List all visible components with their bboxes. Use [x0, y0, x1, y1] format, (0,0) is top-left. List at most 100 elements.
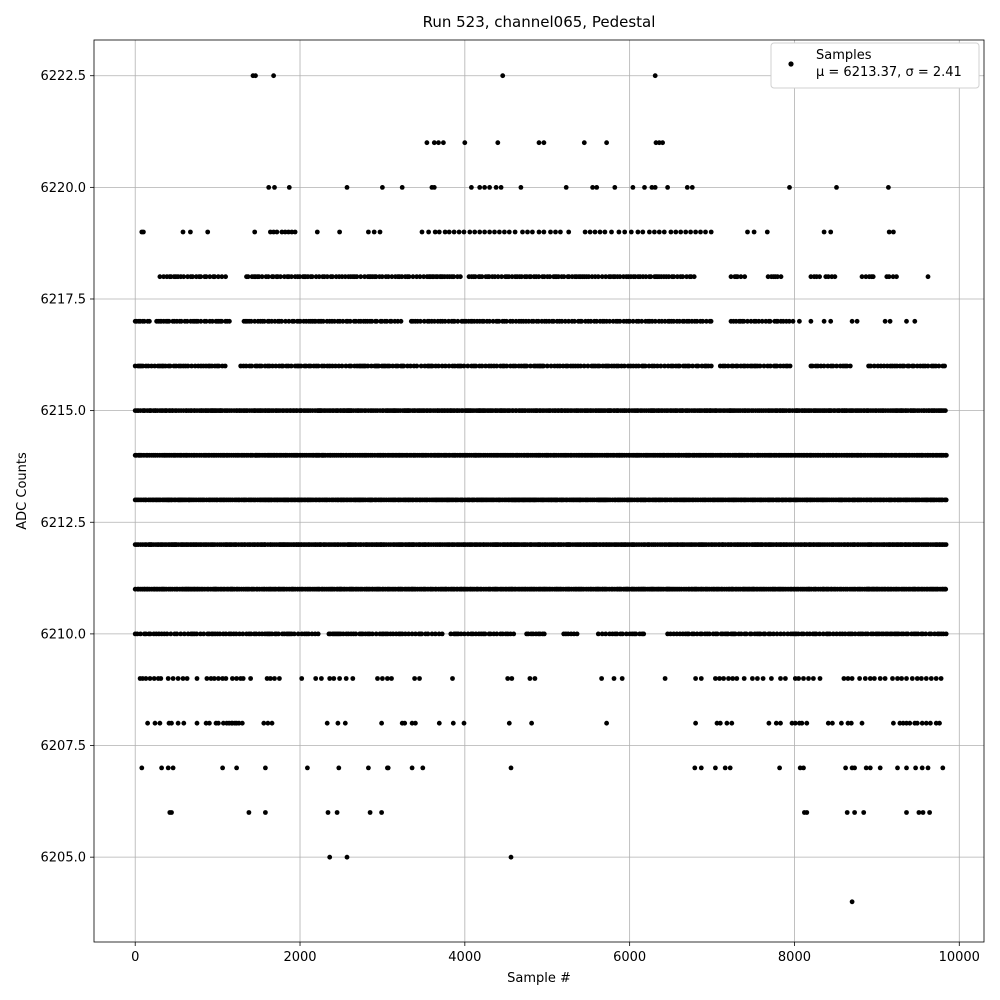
- y-tick-label: 6217.5: [41, 292, 87, 307]
- data-point: [680, 274, 686, 280]
- data-point: [305, 765, 310, 771]
- data-point: [656, 140, 662, 146]
- data-point: [436, 229, 442, 235]
- data-point: [432, 229, 438, 235]
- data-point: [198, 318, 204, 324]
- data-point: [886, 185, 891, 190]
- data-point: [337, 229, 342, 235]
- data-point: [665, 185, 670, 190]
- data-point: [761, 363, 767, 369]
- data-point: [586, 274, 592, 280]
- data-point: [925, 274, 931, 280]
- data-point: [928, 720, 933, 726]
- data-point: [848, 720, 854, 726]
- data-point: [277, 676, 282, 681]
- data-point: [607, 318, 612, 324]
- data-point: [817, 631, 822, 637]
- data-point: [673, 229, 679, 235]
- data-point: [919, 676, 924, 681]
- data-point: [265, 274, 271, 280]
- data-point: [891, 720, 896, 726]
- data-point: [845, 676, 851, 681]
- data-point: [649, 185, 655, 190]
- data-point: [581, 363, 587, 369]
- data-point: [845, 720, 851, 726]
- data-point: [379, 720, 384, 726]
- data-point: [748, 631, 754, 637]
- data-point: [271, 73, 276, 79]
- data-point: [741, 676, 747, 681]
- data-point: [844, 363, 850, 369]
- data-point: [660, 140, 665, 146]
- data-point: [490, 318, 496, 324]
- y-tick-label: 6207.5: [41, 739, 87, 754]
- data-point: [904, 765, 909, 771]
- data-point: [508, 854, 514, 860]
- data-point: [443, 363, 448, 369]
- x-tick-label: 4000: [448, 950, 481, 965]
- data-point: [944, 452, 949, 458]
- data-point: [207, 720, 212, 726]
- data-point: [442, 229, 448, 235]
- data-point: [220, 676, 226, 681]
- data-point: [775, 274, 780, 280]
- data-point: [487, 185, 492, 190]
- data-point: [337, 676, 342, 681]
- data-point: [409, 720, 415, 726]
- data-point: [792, 720, 798, 726]
- data-point: [205, 229, 211, 235]
- data-point: [904, 318, 909, 324]
- data-point: [804, 720, 810, 726]
- data-point: [813, 631, 819, 637]
- data-point: [913, 765, 918, 771]
- data-point: [462, 631, 467, 637]
- data-point: [175, 676, 181, 681]
- data-point: [923, 720, 929, 726]
- data-point: [914, 720, 920, 726]
- data-point: [647, 229, 652, 235]
- data-point: [635, 229, 641, 235]
- data-point: [510, 318, 516, 324]
- data-point: [420, 765, 426, 771]
- data-point: [830, 631, 836, 637]
- data-point: [690, 363, 695, 369]
- data-point: [887, 318, 893, 324]
- data-point: [458, 631, 464, 637]
- data-point: [431, 185, 437, 190]
- data-point: [347, 318, 353, 324]
- data-point: [743, 631, 749, 637]
- data-point: [919, 720, 925, 726]
- data-point: [418, 363, 424, 369]
- data-point: [493, 185, 499, 190]
- data-point: [895, 676, 900, 681]
- data-point: [315, 631, 321, 637]
- data-point: [451, 229, 457, 235]
- data-point: [867, 676, 873, 681]
- data-point: [402, 720, 408, 726]
- data-point: [324, 274, 330, 280]
- data-point: [367, 810, 373, 815]
- data-point: [236, 720, 242, 726]
- data-point: [907, 720, 913, 726]
- data-point: [544, 363, 550, 369]
- data-point: [839, 720, 844, 726]
- data-point: [653, 140, 659, 146]
- data-point: [215, 274, 221, 280]
- data-point: [233, 631, 239, 637]
- x-tick-label: 2000: [283, 950, 316, 965]
- x-tick-label: 8000: [778, 950, 811, 965]
- data-point: [482, 185, 487, 190]
- data-point: [808, 274, 814, 280]
- data-point: [726, 676, 731, 681]
- data-point: [169, 810, 174, 815]
- data-point: [911, 363, 917, 369]
- data-point: [315, 363, 321, 369]
- data-point: [506, 720, 512, 726]
- data-point: [900, 720, 906, 726]
- data-point: [536, 318, 541, 324]
- data-point: [406, 274, 412, 280]
- data-point: [890, 274, 896, 280]
- data-point: [336, 765, 342, 771]
- data-point: [636, 363, 641, 369]
